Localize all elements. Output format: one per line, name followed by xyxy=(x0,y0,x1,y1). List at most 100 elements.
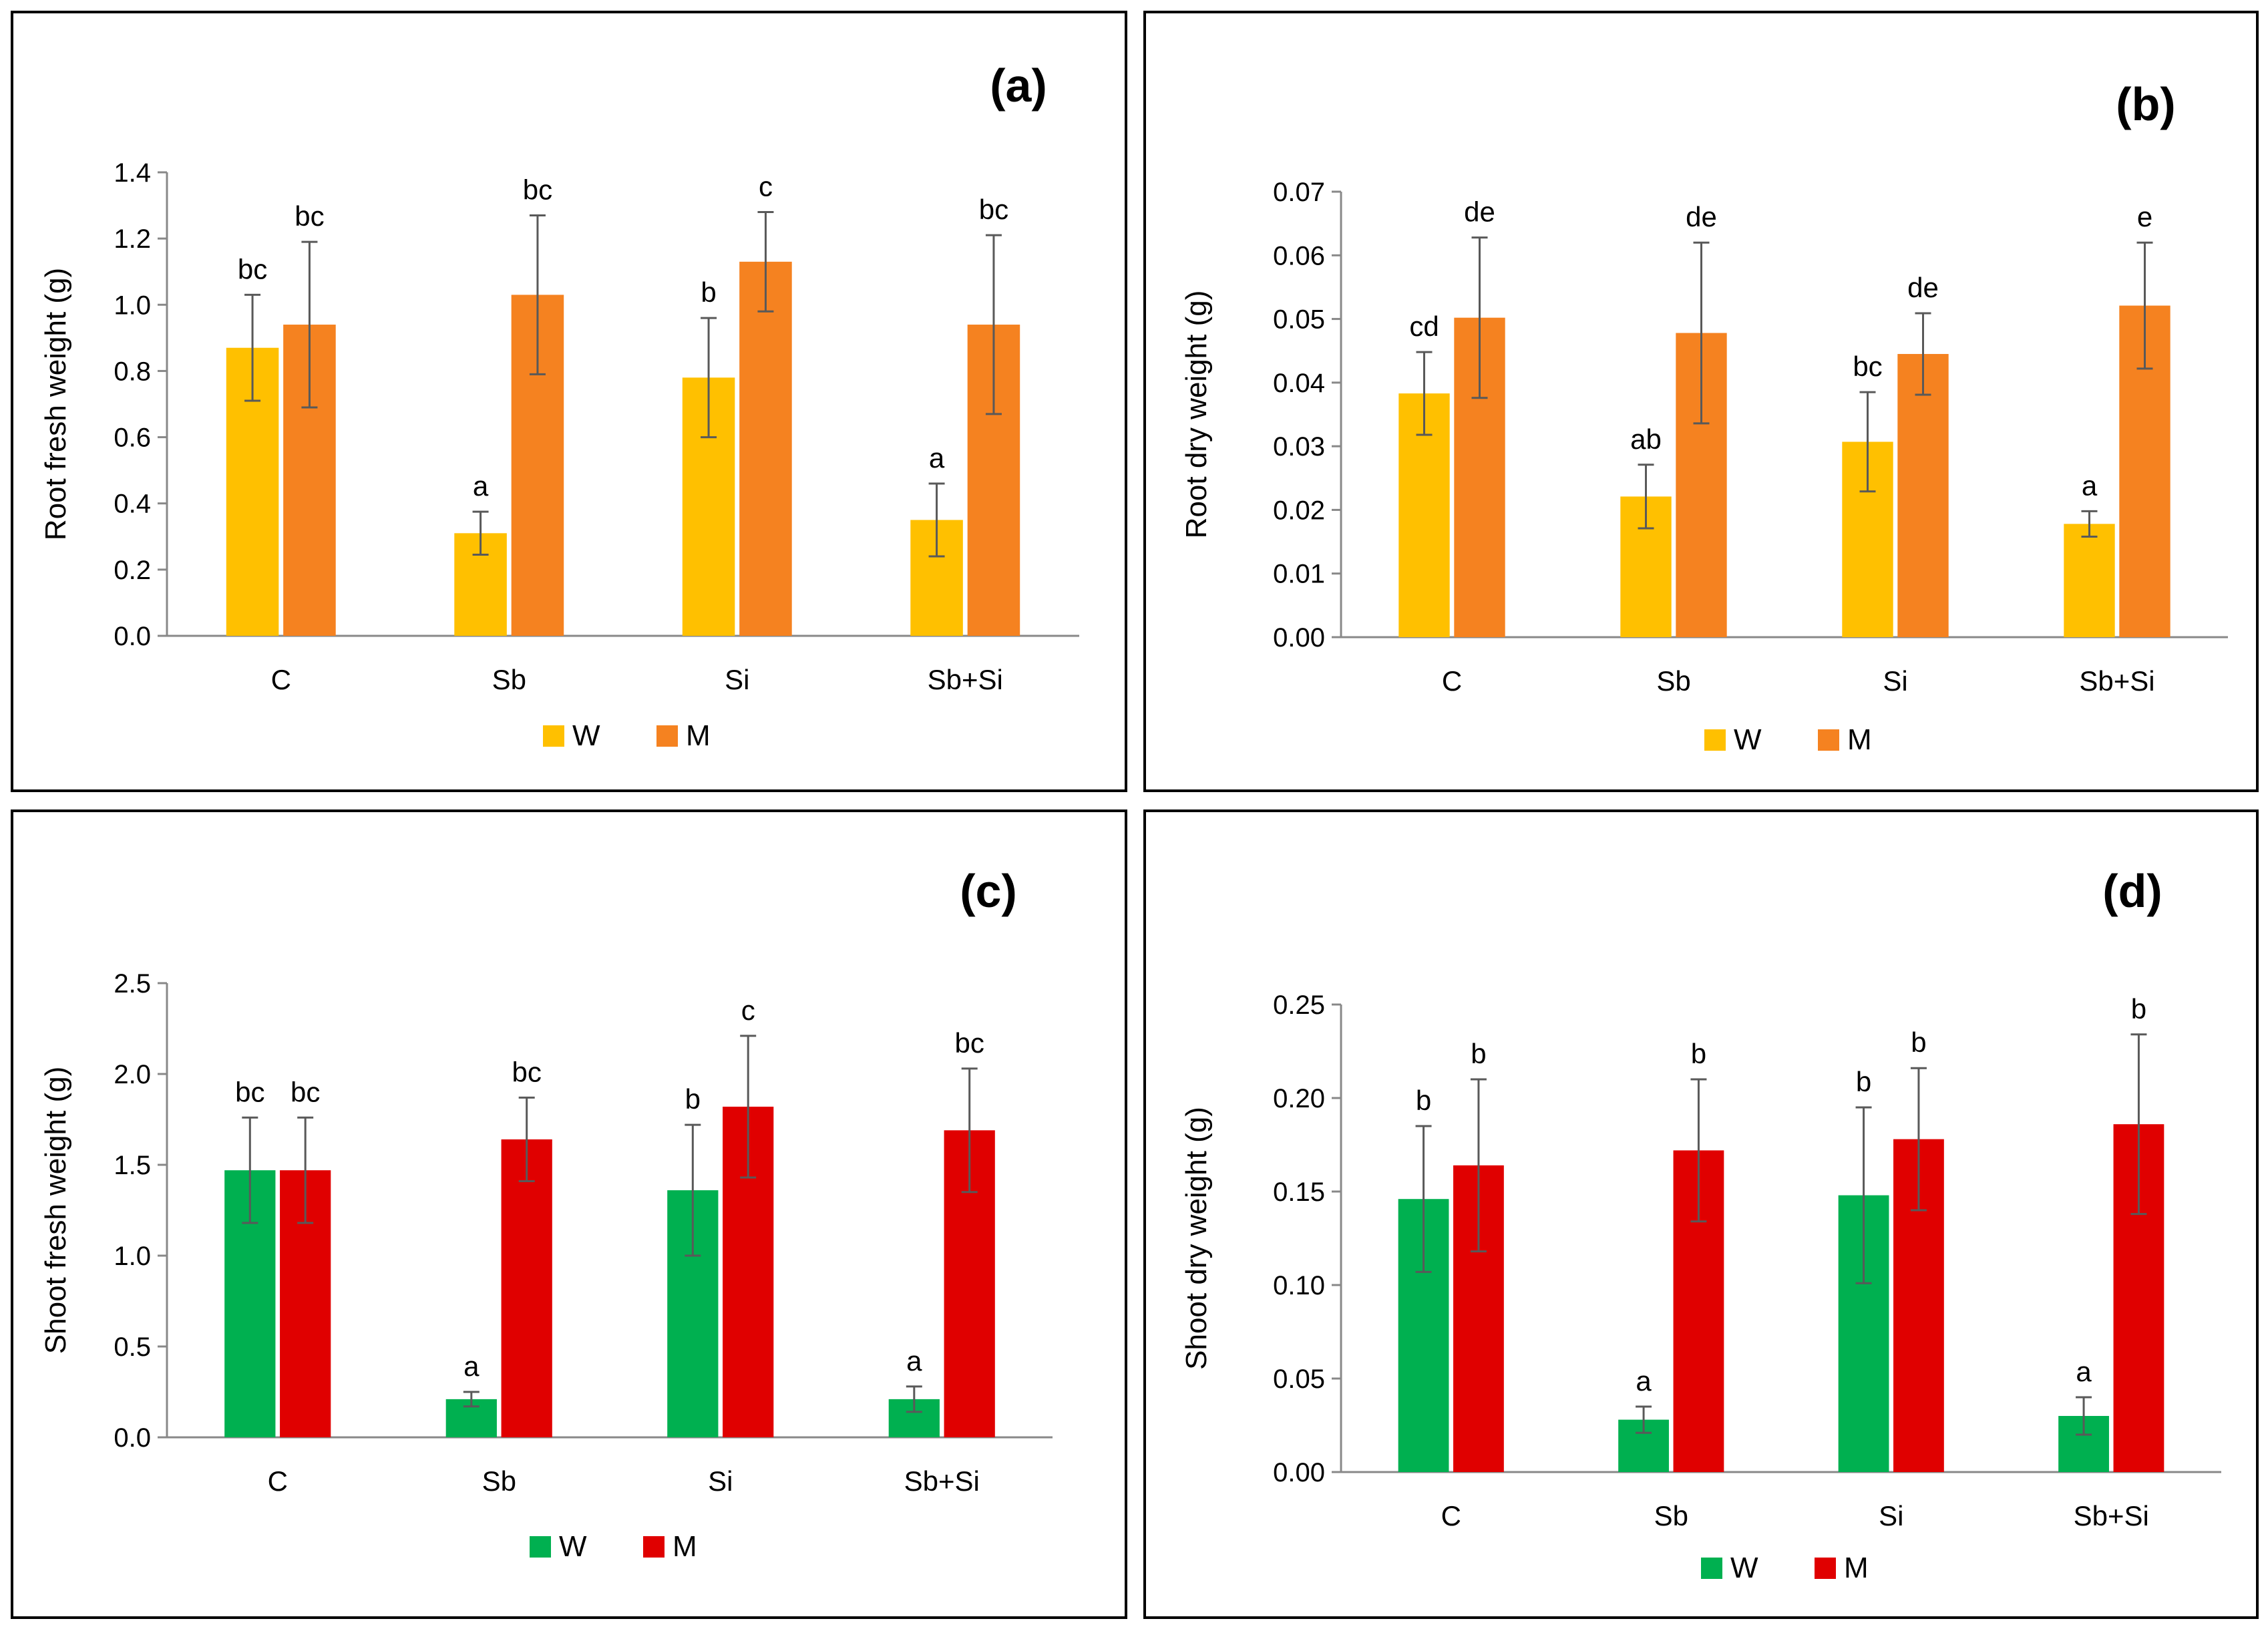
legend-swatch-m xyxy=(1818,729,1839,751)
significance-label: bc xyxy=(291,1076,320,1107)
y-tick-label: 0.01 xyxy=(1273,560,1325,589)
legend-label-m: M xyxy=(673,1530,697,1563)
significance-label: b xyxy=(1691,1038,1706,1069)
panel-letter: (c) xyxy=(960,865,1017,917)
panel-a: 0.0 0.2 0.4 0.6 0.8 1.0 1.2 1.4 Root fresh weigh… xyxy=(11,11,1127,792)
significance-label: bc xyxy=(238,253,267,285)
significance-label: a xyxy=(1636,1365,1652,1397)
y-tick-label: 1.5 xyxy=(114,1151,151,1180)
y-axis-title: Shoot dry weight (g) xyxy=(1180,1107,1213,1370)
legend-label-m: M xyxy=(686,719,711,752)
significance-label: b xyxy=(1471,1038,1486,1069)
x-category-label: C xyxy=(268,1465,288,1497)
significance-label: a xyxy=(2076,1356,2092,1387)
y-tick-label: 0.5 xyxy=(114,1332,151,1362)
y-tick-label: 0.10 xyxy=(1273,1271,1325,1300)
significance-label: cd xyxy=(1409,311,1439,342)
legend-swatch-m xyxy=(656,725,678,747)
significance-label: c xyxy=(759,170,773,202)
x-category-label: Sb xyxy=(1654,1500,1688,1531)
significance-label: a xyxy=(463,1350,480,1382)
significance-label: b xyxy=(685,1083,701,1115)
y-tick-label: 0.04 xyxy=(1273,369,1325,398)
x-category-label: C xyxy=(271,664,291,695)
y-tick-label: 0.05 xyxy=(1273,1365,1325,1394)
x-category-label: Sb xyxy=(1656,665,1690,697)
x-category-label: Si xyxy=(725,664,749,695)
y-tick-label: 0.8 xyxy=(114,357,151,386)
x-category-label: Sb xyxy=(492,664,526,695)
panel-d: 0.00 0.05 0.10 0.15 0.20 0.25 Shoot dry weight… xyxy=(1143,809,2259,1619)
significance-label: a xyxy=(906,1345,922,1377)
y-tick-label: 0.15 xyxy=(1273,1178,1325,1207)
legend-label-w: W xyxy=(1734,723,1762,756)
y-tick-label: 1.0 xyxy=(114,291,151,320)
legend-label-m: M xyxy=(1844,1552,1869,1584)
significance-label: a xyxy=(929,442,945,474)
y-tick-label: 0.05 xyxy=(1273,305,1325,335)
y-tick-label: 0.03 xyxy=(1273,432,1325,462)
y-tick-label: 0.00 xyxy=(1273,623,1325,653)
panel-b: 0.00 0.01 0.02 0.03 0.04 0.05 0.06 0.07 Root dry… xyxy=(1143,11,2259,792)
y-tick-label: 0.0 xyxy=(114,1423,151,1453)
legend-swatch-w xyxy=(530,1536,551,1558)
x-category-label: Sb+Si xyxy=(2079,665,2154,697)
y-tick-label: 1.2 xyxy=(114,224,151,254)
y-tick-label: 0.02 xyxy=(1273,496,1325,525)
y-tick-label: 2.0 xyxy=(114,1060,151,1089)
x-category-label: C xyxy=(1442,665,1462,697)
significance-label: ab xyxy=(1630,423,1662,455)
significance-label: e xyxy=(2137,201,2152,232)
y-tick-label: 1.4 xyxy=(114,158,151,188)
bar-m xyxy=(501,1139,552,1437)
x-category-label: Si xyxy=(1879,1500,1903,1531)
legend-swatch-w xyxy=(1704,729,1726,751)
significance-label: c xyxy=(741,995,755,1026)
y-tick-label: 0.0 xyxy=(114,622,151,651)
legend-swatch-w xyxy=(1701,1558,1722,1579)
y-axis-title: Root fresh weight (g) xyxy=(39,268,72,540)
significance-label: bc xyxy=(295,200,324,232)
significance-label: bc xyxy=(523,174,552,205)
y-tick-label: 0.06 xyxy=(1273,241,1325,270)
significance-label: b xyxy=(1856,1066,1871,1097)
significance-label: bc xyxy=(235,1076,264,1107)
significance-label: bc xyxy=(955,1027,984,1059)
y-axis-title: Shoot fresh weight (g) xyxy=(39,1067,72,1354)
y-tick-label: 2.5 xyxy=(114,969,151,999)
significance-label: bc xyxy=(1853,351,1882,382)
legend-label-w: W xyxy=(572,719,600,752)
significance-label: a xyxy=(2082,470,2098,501)
significance-label: b xyxy=(701,277,716,308)
legend-label-w: W xyxy=(1730,1552,1758,1584)
y-tick-label: 0.4 xyxy=(114,490,151,519)
significance-label: de xyxy=(1907,272,1939,303)
panel-letter: (a) xyxy=(990,59,1047,112)
y-axis-title: Root dry weight (g) xyxy=(1180,291,1213,539)
legend-label-m: M xyxy=(1847,723,1872,756)
legend-swatch-w xyxy=(543,725,564,747)
chart-svg: 0.0 0.2 0.4 0.6 0.8 1.0 1.2 1.4 Root fresh weigh… xyxy=(39,59,1079,752)
chart-svg: 0.00 0.05 0.10 0.15 0.20 0.25 Shoot dry weight… xyxy=(1180,865,2221,1584)
y-tick-label: 0.2 xyxy=(114,556,151,585)
significance-label: bc xyxy=(512,1056,542,1087)
x-category-label: Sb xyxy=(482,1465,516,1497)
y-tick-label: 0.20 xyxy=(1273,1084,1325,1113)
significance-label: b xyxy=(1416,1085,1431,1116)
x-category-label: Sb+Si xyxy=(928,664,1003,695)
y-tick-label: 0.6 xyxy=(114,423,151,453)
y-tick-label: 0.00 xyxy=(1273,1458,1325,1487)
significance-label: de xyxy=(1464,196,1495,228)
x-category-label: Si xyxy=(1883,665,1907,697)
x-category-label: Sb+Si xyxy=(904,1465,980,1497)
significance-label: bc xyxy=(979,194,1008,225)
chart-svg: 0.0 0.5 1.0 1.5 2.0 2.5 Shoot fresh weight (g)… xyxy=(39,865,1053,1563)
significance-label: b xyxy=(1911,1027,1926,1058)
significance-label: a xyxy=(473,470,489,502)
legend-swatch-m xyxy=(1815,1558,1836,1579)
y-tick-label: 0.25 xyxy=(1273,990,1325,1020)
y-tick-label: 1.0 xyxy=(114,1242,151,1271)
panel-c: 0.0 0.5 1.0 1.5 2.0 2.5 Shoot fresh weight (g)… xyxy=(11,809,1127,1619)
significance-label: de xyxy=(1686,201,1717,232)
x-category-label: C xyxy=(1441,1500,1461,1531)
